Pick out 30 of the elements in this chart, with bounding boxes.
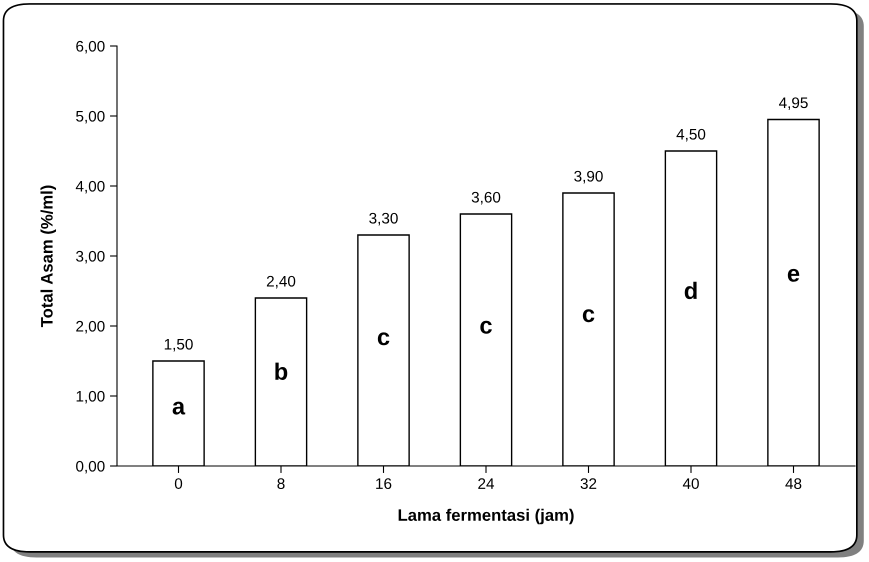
data-label: 3,60: [472, 192, 500, 204]
annotation: d: [684, 282, 697, 300]
annotation: c: [378, 332, 390, 346]
x-axis-title: Lama fermentasi (jam): [398, 508, 574, 524]
y-tick-label: 1,00: [76, 390, 105, 404]
y-tick-label: 4,00: [76, 180, 105, 194]
annotation: a: [172, 402, 186, 415]
x-tick-label: 24: [478, 478, 494, 489]
annotation: b: [275, 362, 288, 380]
data-label: 4,95: [778, 97, 808, 110]
x-tick-label: 48: [785, 478, 802, 490]
data-label: 3,90: [574, 170, 603, 184]
x-tick-label: 16: [376, 478, 392, 490]
data-label: 2,40: [266, 276, 296, 288]
y-tick-label: 3,00: [76, 250, 105, 264]
annotation: c: [480, 320, 492, 334]
y-tick-label: 2,00: [76, 320, 105, 334]
x-tick-label: 40: [682, 478, 699, 490]
y-axis-title: Total Asam (%/ml): [40, 186, 56, 328]
y-tick-label: 6,00: [76, 40, 105, 54]
annotation: e: [788, 268, 800, 282]
y-tick-label: 0,00: [76, 460, 105, 474]
data-label: 1,50: [164, 338, 193, 352]
y-tick-label: 5,00: [76, 110, 105, 124]
x-tick-label: 8: [277, 478, 285, 490]
x-tick-label: 0: [174, 478, 182, 490]
data-label: 4,50: [676, 128, 706, 142]
x-tick-label: 32: [580, 478, 596, 490]
data-label: 3,30: [369, 212, 398, 226]
annotation: c: [582, 309, 594, 322]
